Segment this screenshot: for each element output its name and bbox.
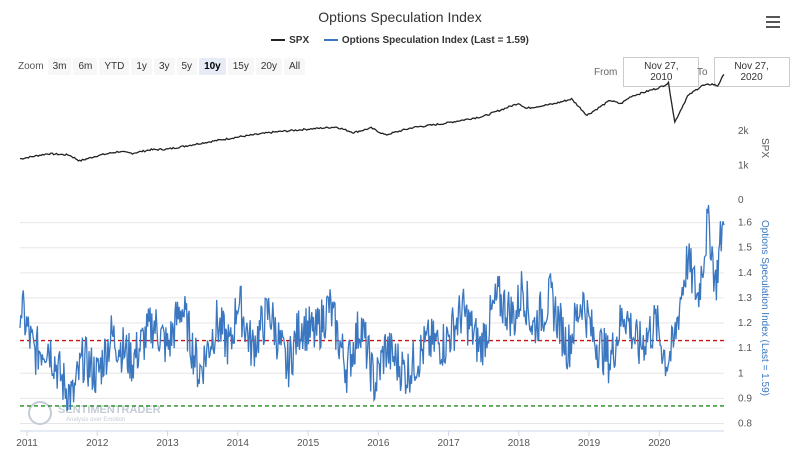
osi-y-tick-label: 1	[738, 368, 744, 379]
menu-bar-3	[766, 26, 780, 28]
legend-swatch-osi	[323, 39, 338, 41]
date-range-to: To Nov 27, 2020	[697, 57, 790, 87]
legend-swatch-spx	[271, 39, 286, 41]
zoom-button-ytd[interactable]: YTD	[99, 58, 130, 75]
osi-y-tick-label: 1.6	[738, 218, 752, 229]
zoom-button-all[interactable]: All	[284, 58, 306, 75]
osi-y-tick-label: 1.1	[738, 343, 752, 354]
legend-item-spx[interactable]: SPX	[271, 35, 309, 46]
x-tick-label: 2020	[648, 438, 671, 449]
to-label: To	[697, 66, 708, 78]
osi-y-axis: 0.8 0.9 1 1.1 1.2 1.3 1.4 1.5 1.6	[738, 218, 752, 430]
to-date-input[interactable]: Nov 27, 2020	[713, 57, 790, 87]
spx-y-tick-label: 1k	[738, 160, 750, 171]
x-tick-label: 2013	[156, 438, 179, 449]
x-tick-label: 2018	[508, 438, 531, 449]
legend-label-spx: SPX	[289, 34, 310, 46]
spx-series-line	[19, 73, 725, 162]
zoom-button-1y[interactable]: 1y	[131, 58, 152, 75]
osi-y-tick-label: 0.9	[738, 393, 752, 404]
x-tick-label: 2012	[86, 438, 109, 449]
watermark-logo-icon	[28, 401, 52, 425]
osi-y-tick-label: 1.5	[738, 243, 752, 254]
x-tick-label: 2014	[227, 438, 250, 449]
zoom-selector: Zoom 3m 6m YTD 1y 3y 5y 10y 15y 20y All	[18, 58, 307, 75]
zoom-label: Zoom	[18, 61, 44, 72]
osi-y-tick-label: 0.8	[738, 418, 752, 429]
zoom-button-10y[interactable]: 10y	[199, 58, 226, 75]
x-tick-label: 2016	[367, 438, 390, 449]
zoom-button-5y[interactable]: 5y	[176, 58, 198, 75]
spx-axis-title: SPX	[759, 138, 770, 158]
spx-y-axis: 0 1k 2k	[738, 126, 750, 206]
sentimentrader-watermark: SENTIMENTRADER Analysis over Emotion	[28, 401, 161, 425]
x-axis: 2011 2012 2013 2014 2015 2016 2017 2018 2019 2020	[16, 431, 671, 449]
osi-y-tick-label: 1.3	[738, 293, 752, 304]
watermark-name: SENTIMENTRADER	[58, 404, 161, 416]
hamburger-menu-icon[interactable]	[766, 16, 780, 31]
legend-item-osi[interactable]: Options Speculation Index (Last = 1.59)	[323, 34, 529, 46]
spx-y-tick-label: 2k	[738, 126, 750, 137]
legend-label-osi: Options Speculation Index (Last = 1.59)	[341, 34, 529, 46]
zoom-button-3m[interactable]: 3m	[47, 58, 72, 75]
zoom-button-15y[interactable]: 15y	[227, 58, 254, 75]
osi-gridlines	[20, 222, 724, 424]
menu-bar-1	[766, 16, 780, 18]
chart-title: Options Speculation Index	[318, 9, 482, 25]
osi-series-line	[19, 204, 725, 411]
x-tick-label: 2017	[437, 438, 460, 449]
menu-bar-2	[766, 21, 780, 23]
zoom-button-6m[interactable]: 6m	[73, 58, 98, 75]
zoom-button-20y[interactable]: 20y	[255, 58, 282, 75]
legend: SPX Options Speculation Index (Last = 1.…	[0, 33, 800, 46]
spx-y-tick-label: 0	[738, 195, 744, 206]
osi-y-tick-label: 1.4	[738, 268, 752, 279]
from-label: From	[594, 66, 618, 78]
x-tick-label: 2019	[578, 438, 601, 449]
osi-axis-title: Options Speculation Index (Last = 1.59)	[759, 220, 770, 396]
x-tick-label: 2011	[16, 438, 38, 449]
x-tick-label: 2015	[297, 438, 320, 449]
watermark-tagline: Analysis over Emotion	[66, 417, 125, 423]
osi-y-tick-label: 1.2	[738, 318, 752, 329]
zoom-button-3y[interactable]: 3y	[153, 58, 175, 75]
